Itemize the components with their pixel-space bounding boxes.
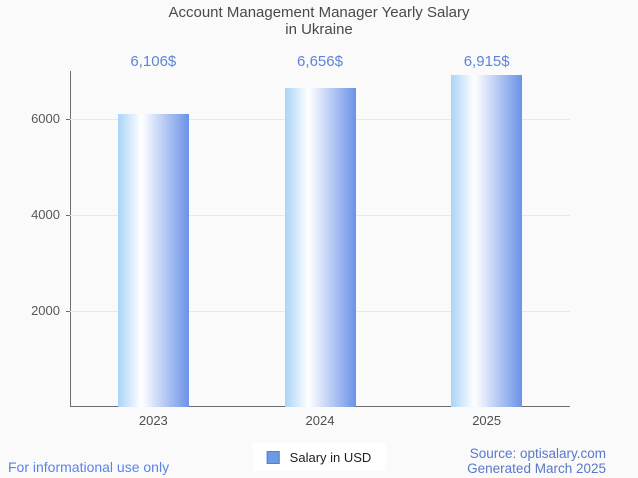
y-axis-line xyxy=(70,71,71,407)
y-tick-label-2000: 2000 xyxy=(31,303,60,318)
source-text: Source: optisalary.com xyxy=(469,446,606,461)
plot-area xyxy=(70,71,570,407)
y-tick-4000 xyxy=(66,215,70,216)
y-tick-2000 xyxy=(66,311,70,312)
y-tick-label-4000: 4000 xyxy=(31,207,60,222)
disclaimer-text: For informational use only xyxy=(8,459,170,475)
y-tick-6000 xyxy=(66,119,70,120)
chart-title-line-1: Account Management Manager Yearly Salary xyxy=(168,4,470,21)
bar-2024 xyxy=(284,87,356,407)
value-label-2025: 6,915$ xyxy=(463,53,510,70)
legend: Salary in USD xyxy=(252,443,386,471)
generated-date-text: Generated March 2025 xyxy=(467,461,606,476)
x-tick-label-2024: 2024 xyxy=(305,413,335,428)
chart-title: Account Management Manager Yearly Salary… xyxy=(0,4,638,38)
bar-2025 xyxy=(451,75,523,407)
chart-title-line-2: in Ukraine xyxy=(285,21,353,38)
x-tick-label-2023: 2023 xyxy=(138,413,168,428)
bar-2023 xyxy=(117,113,189,407)
x-tick-label-2025: 2025 xyxy=(472,413,502,428)
y-tick-label-6000: 6000 xyxy=(31,111,60,126)
attribution-block: Source: optisalary.com Generated March 2… xyxy=(467,446,606,476)
legend-label: Salary in USD xyxy=(289,449,372,465)
legend-marker-square-icon xyxy=(266,450,280,464)
value-label-2023: 6,106$ xyxy=(130,53,177,70)
value-label-2024: 6,656$ xyxy=(297,53,343,70)
